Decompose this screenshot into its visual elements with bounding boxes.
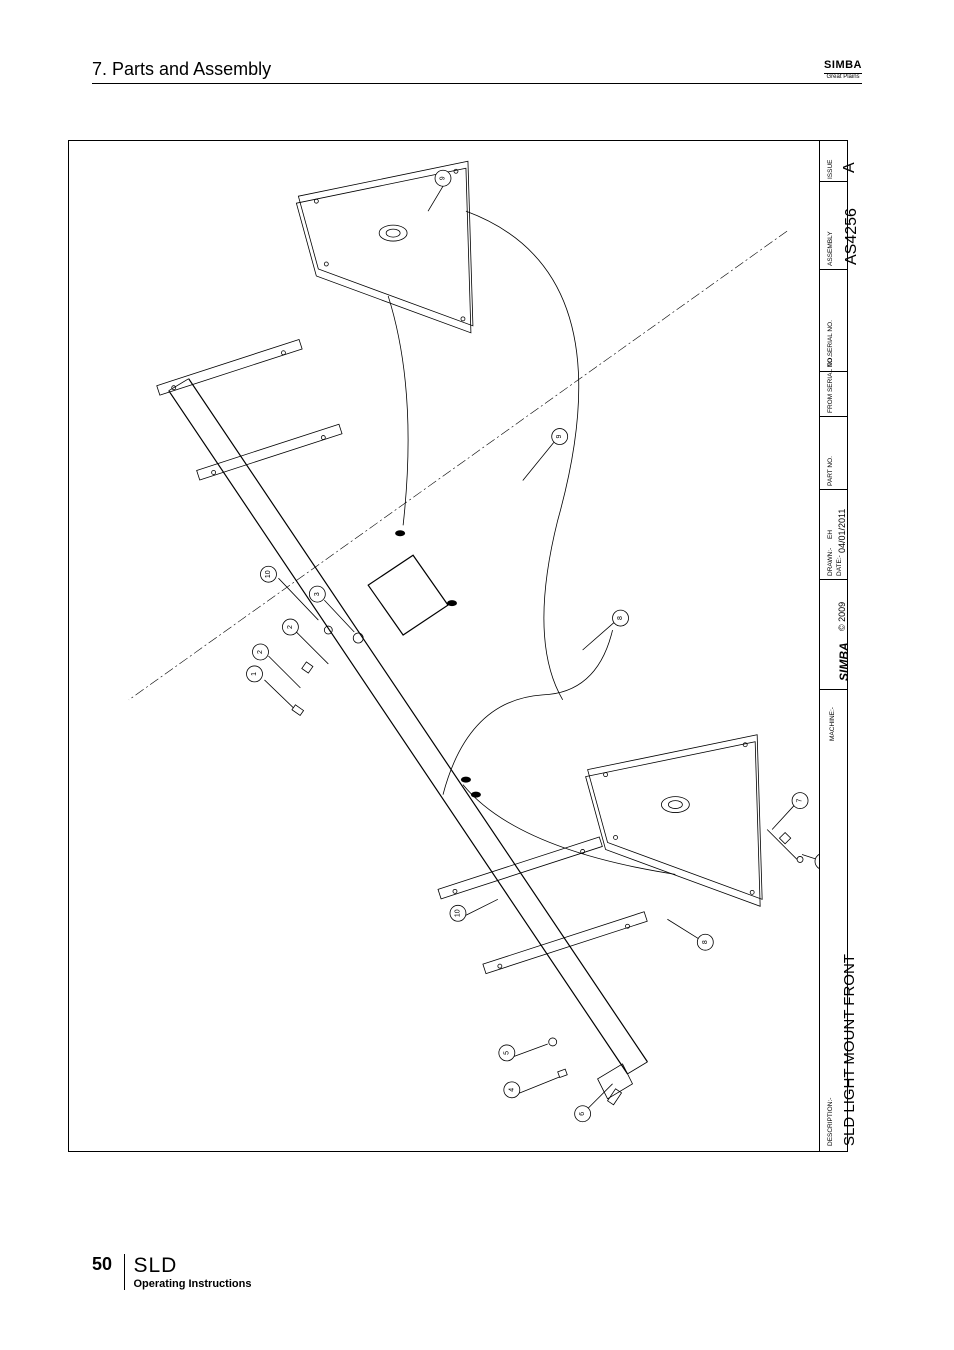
- upper-plate: [296, 161, 473, 333]
- assembly-diagram: 99103221810875546: [69, 141, 819, 1151]
- tube-lower: [463, 785, 675, 875]
- cross-bar-3: [483, 912, 647, 974]
- centerline: [129, 231, 787, 700]
- drawn-label: DRAWN:-: [828, 548, 835, 576]
- leaders: [428, 186, 817, 939]
- page-footer: 50 SLD Operating Instructions: [92, 1254, 251, 1290]
- callout-number: 5: [503, 1051, 510, 1055]
- tube-inner: [388, 296, 408, 525]
- callout-number: 8: [702, 940, 709, 944]
- callout-number: 1: [251, 672, 258, 676]
- callout-number: 9: [440, 176, 447, 180]
- callout-number: 10: [454, 909, 461, 917]
- callout-number: 7: [797, 799, 804, 803]
- callout-number: 9: [556, 435, 563, 439]
- section-title: 7. Parts and Assembly: [92, 59, 271, 80]
- drawing-frame: 99103221810875546: [68, 140, 820, 1152]
- main-rail: [169, 379, 648, 1105]
- date-value: 04/01/2011: [838, 509, 847, 553]
- assembly-label: ASSEMBLY: [828, 231, 835, 266]
- callout-number: 8: [617, 616, 624, 620]
- brand-logo: SIMBA Great Plains: [824, 55, 862, 80]
- footer-text: SLD Operating Instructions: [124, 1254, 251, 1290]
- page-header: 7. Parts and Assembly SIMBA Great Plains: [92, 55, 862, 84]
- title-block: ISSUE A ASSEMBLY AS4256 TO SERIAL NO. FR…: [820, 140, 848, 1152]
- issue-label: ISSUE: [828, 159, 835, 179]
- bottom-fasteners: [513, 1038, 613, 1109]
- date-label: DATE:-: [837, 555, 844, 576]
- doc-subtitle: Operating Instructions: [133, 1278, 251, 1290]
- issue-value: A: [842, 162, 858, 173]
- partno-label: PART NO.: [828, 456, 835, 486]
- cr-brand: SIMBA: [838, 642, 850, 681]
- callout-number: 2: [257, 650, 264, 654]
- callout-group: 99103221810875546: [247, 170, 819, 1121]
- tube-mid: [443, 630, 613, 795]
- callout-number: 6: [579, 1112, 586, 1116]
- rail-stud-1: [461, 777, 471, 783]
- cross-bar-2: [197, 424, 342, 480]
- brand-name: SIMBA: [824, 59, 862, 71]
- model-name: SLD: [133, 1254, 251, 1278]
- tube-upper: [466, 211, 579, 700]
- cross-bar-1: [157, 339, 302, 395]
- lower-fastener: [767, 830, 803, 863]
- callout-number: 2: [287, 625, 294, 629]
- callout-circle: [815, 853, 819, 869]
- page-number: 50: [92, 1254, 120, 1275]
- description-label: DESCRIPTION:-: [828, 1098, 835, 1146]
- machine-label: MACHINE:-: [830, 707, 837, 741]
- cr-year: © 2009: [838, 602, 847, 631]
- from-serial-label: FROM SERIAL NO.: [828, 356, 835, 413]
- rail-stud-2: [471, 792, 481, 798]
- assembly-value: AS4256: [844, 208, 860, 265]
- description-value: SLD LIGHT MOUNT FRONT: [842, 954, 857, 1146]
- brand-sub: Great Plains: [824, 73, 862, 80]
- callout-number: 3: [314, 592, 321, 596]
- lower-plate: [586, 735, 763, 907]
- callout-number: 4: [508, 1088, 515, 1092]
- drawn-value: EH: [828, 530, 835, 539]
- cross-bar-4: [438, 837, 602, 899]
- callout-number: 10: [265, 570, 272, 578]
